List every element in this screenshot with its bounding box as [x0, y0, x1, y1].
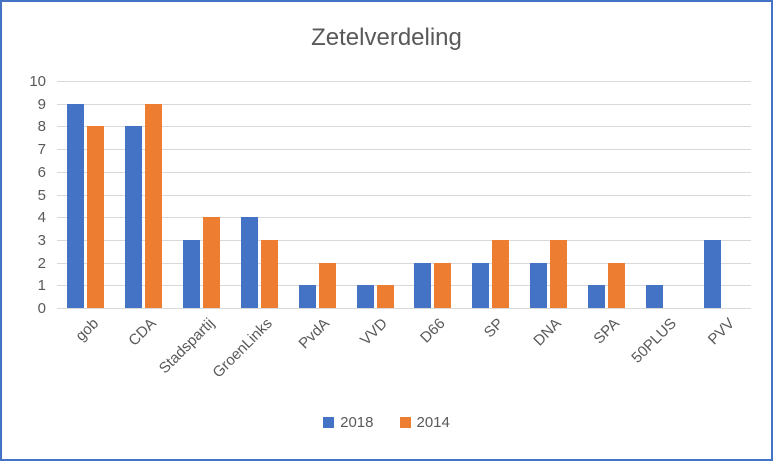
legend-swatch-2018-icon	[323, 417, 335, 428]
bar-2018-PVV	[703, 239, 721, 308]
bar-2018-50PLUS	[645, 285, 663, 308]
gridline	[57, 308, 751, 309]
y-tick-label: 8	[37, 118, 46, 136]
bar-2014-SPA	[607, 262, 625, 308]
gridline	[57, 194, 751, 196]
y-tick-label: 1	[37, 277, 46, 295]
x-category-label: SP	[480, 315, 507, 342]
x-category-label: DNA	[530, 315, 565, 350]
legend-swatch-2014-icon	[399, 417, 411, 428]
legend-label-2018: 2018	[340, 414, 374, 431]
bar-2014-GroenLinks	[260, 239, 278, 308]
x-category-label: PvdA	[295, 315, 334, 353]
gridline	[57, 239, 751, 241]
x-category-label: GroenLinks	[209, 315, 276, 382]
gridline	[57, 126, 751, 128]
plot-area	[57, 81, 751, 309]
bar-2014-CDA	[145, 103, 163, 308]
x-category-label: CDA	[125, 315, 160, 350]
bar-2018-DNA	[530, 262, 548, 308]
gridline	[57, 81, 751, 82]
y-tick-label: 0	[37, 300, 46, 317]
bar-2018-GroenLinks	[240, 217, 258, 308]
bar-2014-gob	[87, 126, 105, 308]
chart-title: Zetelverdeling	[311, 24, 462, 51]
y-tick-label: 3	[37, 231, 46, 249]
bar-2018-VVD	[356, 285, 374, 308]
y-tick-label: 6	[37, 163, 46, 181]
y-tick-label: 10	[29, 73, 46, 90]
bar-2018-D66	[414, 262, 432, 308]
x-category-label: gob	[72, 315, 102, 345]
bar-2018-Stadspartij	[183, 239, 201, 308]
bar-2014-Stadspartij	[203, 217, 221, 308]
x-category-label: SPA	[589, 315, 623, 348]
bar-2014-SP	[492, 239, 510, 308]
x-category-label: Stadspartij	[155, 315, 218, 378]
legend: 2018 2014	[2, 414, 771, 431]
legend-item-2018: 2018	[323, 414, 374, 431]
x-category-label: VVD	[357, 315, 392, 349]
legend-label-2014: 2014	[416, 414, 450, 431]
gridline	[57, 171, 751, 173]
gridline	[57, 285, 751, 287]
bar-2014-D66	[434, 262, 452, 308]
x-category-label: 50PLUS	[628, 315, 681, 367]
gridline	[57, 103, 751, 105]
gridline	[57, 217, 751, 219]
x-category-label: D66	[417, 315, 449, 347]
y-tick-label: 7	[37, 141, 46, 159]
y-tick-label: 2	[37, 254, 46, 272]
y-tick-label: 5	[37, 186, 46, 204]
x-category-label: PVV	[704, 315, 739, 349]
gridline	[57, 262, 751, 264]
bar-2018-PvdA	[298, 285, 316, 308]
y-tick-label: 4	[37, 209, 46, 227]
bar-2014-PvdA	[318, 262, 336, 308]
bar-2014-VVD	[376, 285, 394, 308]
y-tick-label: 9	[37, 95, 46, 113]
bar-2018-gob	[67, 103, 85, 308]
bar-2014-DNA	[550, 239, 568, 308]
bar-2018-SPA	[587, 285, 605, 308]
bar-2018-CDA	[125, 126, 143, 308]
legend-item-2014: 2014	[399, 414, 450, 431]
bar-2018-SP	[472, 262, 490, 308]
y-axis: 0 1 2 3 4 5 6 7 8 9 10	[2, 2, 46, 459]
gridline	[57, 149, 751, 151]
